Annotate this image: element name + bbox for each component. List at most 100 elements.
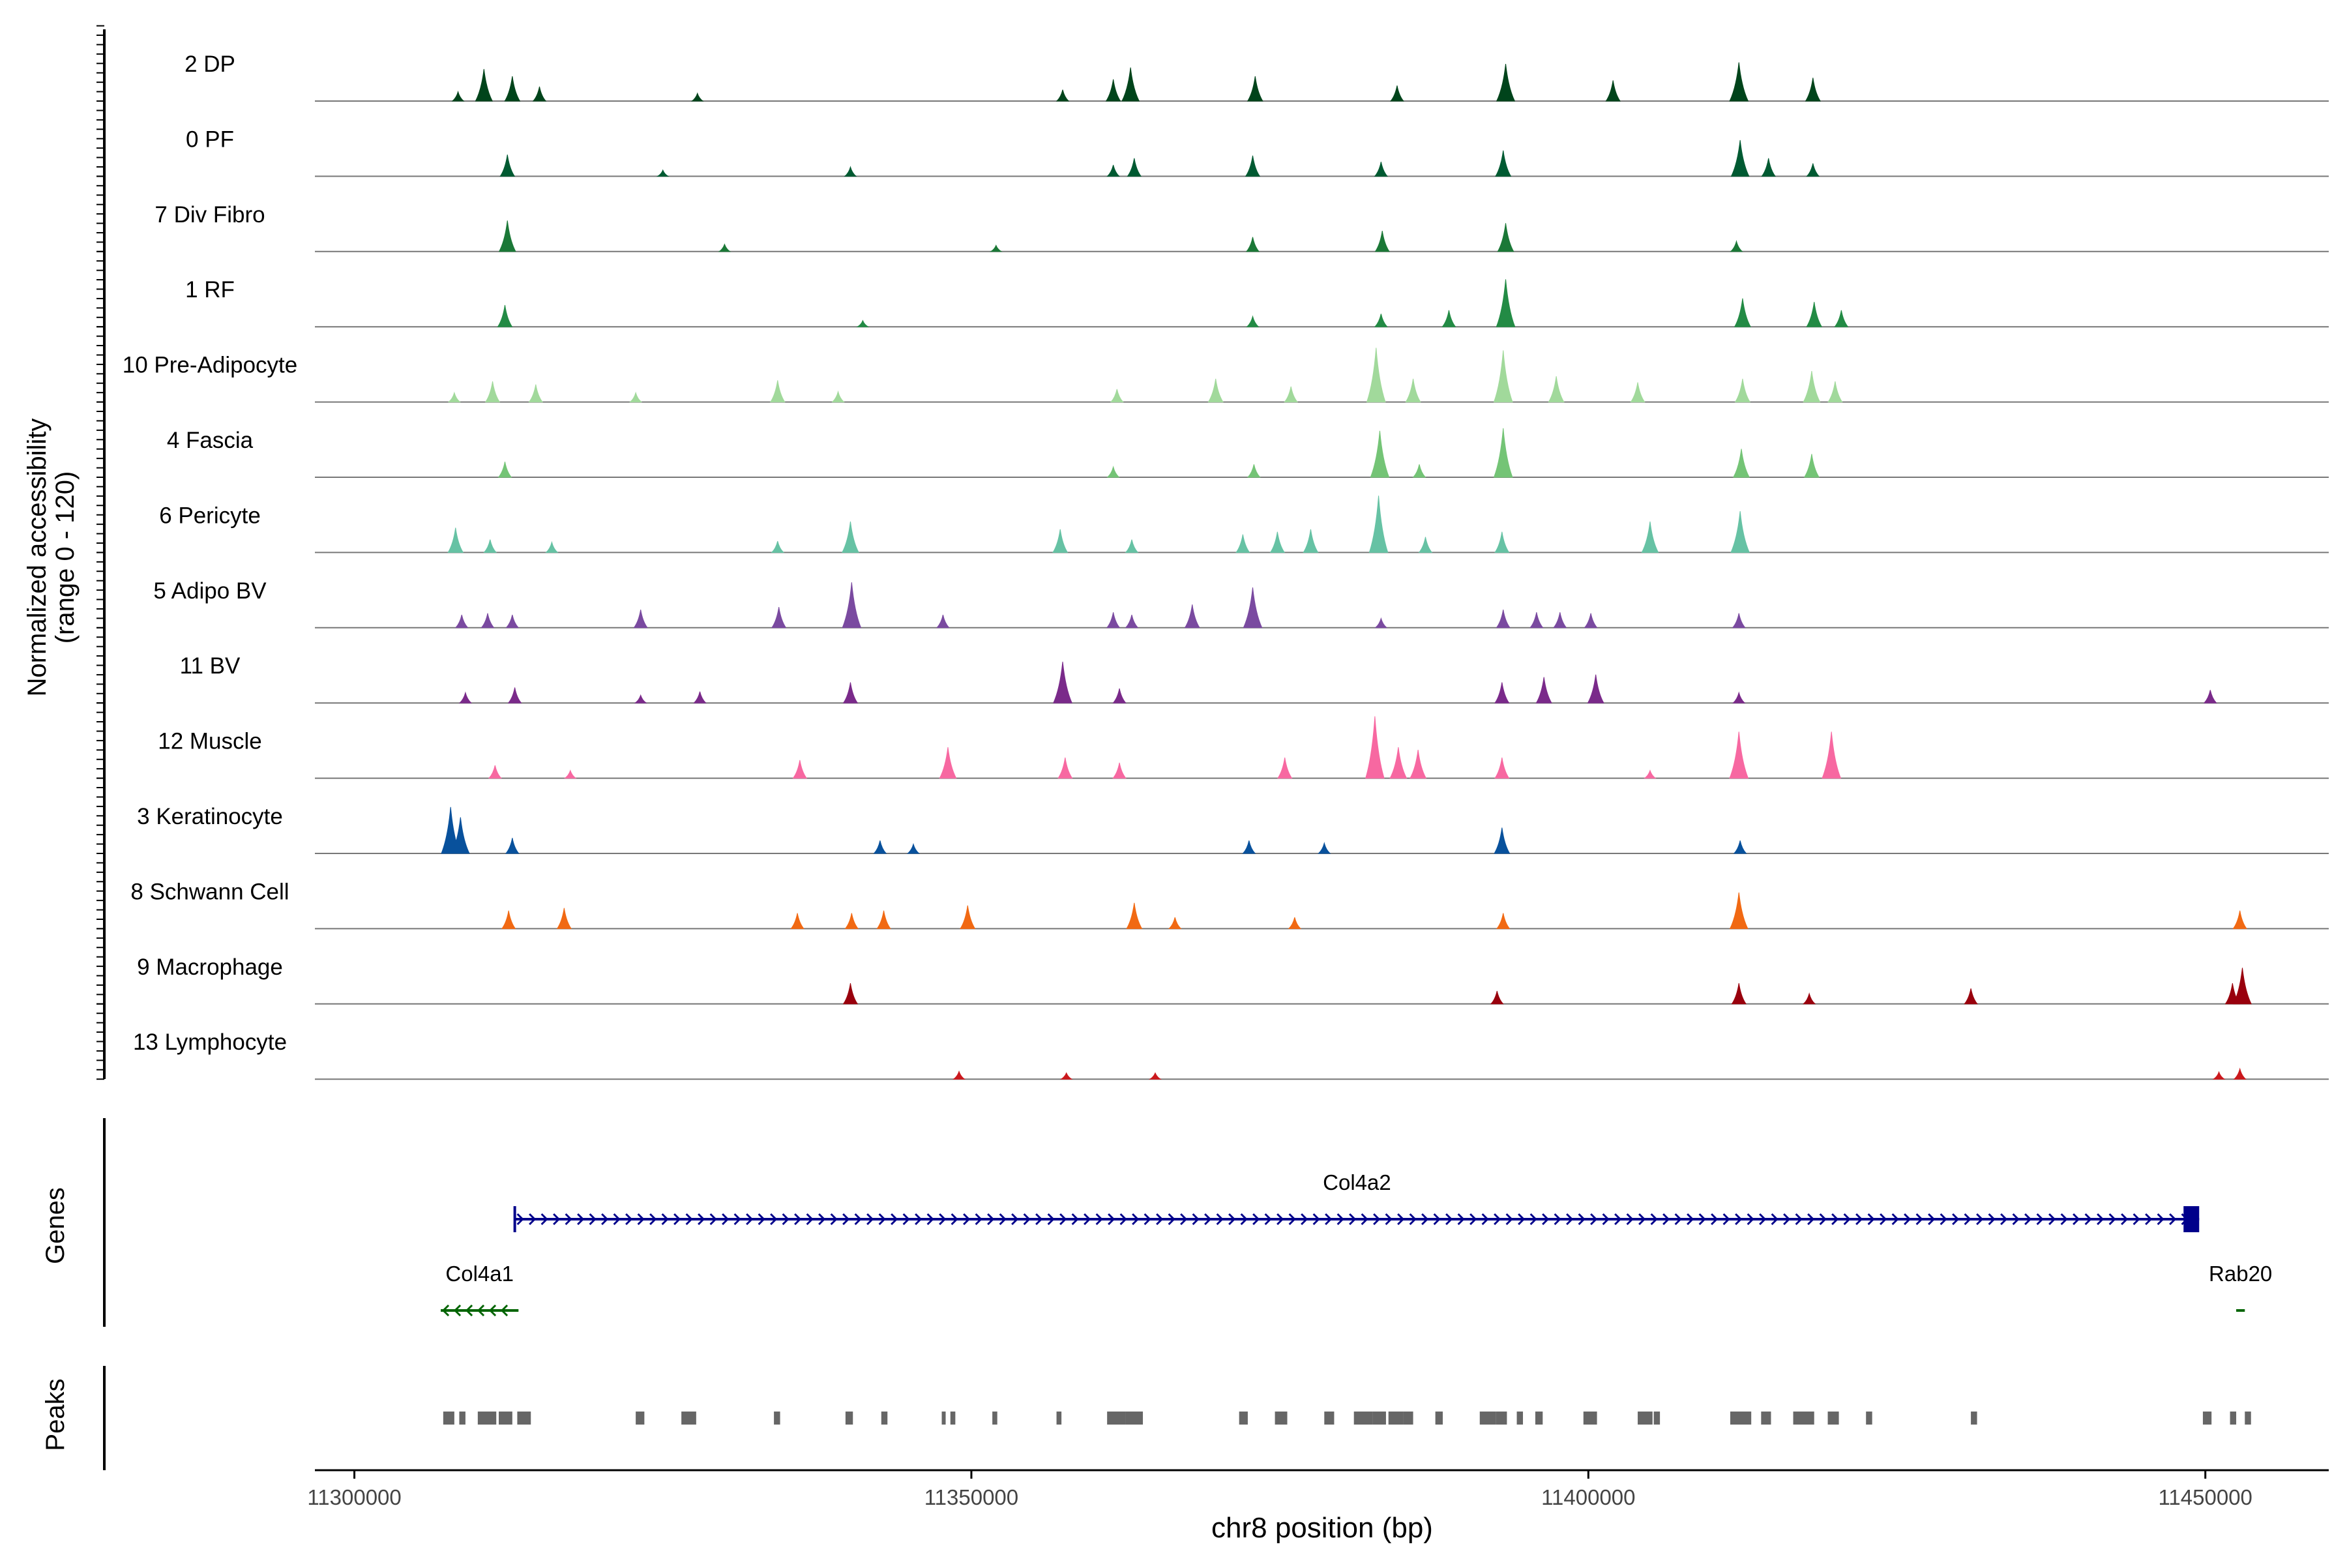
strand-arrow bbox=[975, 1213, 982, 1226]
strand-arrow bbox=[1288, 1213, 1296, 1226]
coverage-peak bbox=[488, 765, 502, 779]
coverage-peak bbox=[1405, 378, 1421, 403]
track-label: 2 DP bbox=[185, 52, 235, 77]
strand-arrow bbox=[1698, 1213, 1706, 1226]
coverage-peak bbox=[842, 682, 859, 703]
track-label: 5 Adipo BV bbox=[153, 578, 267, 604]
strand-arrow bbox=[1988, 1213, 1996, 1226]
coverage-peak bbox=[532, 86, 547, 102]
coverage-peak bbox=[451, 90, 465, 102]
peak-region bbox=[443, 1412, 454, 1425]
coverage-peak bbox=[1496, 279, 1516, 327]
strand-arrow bbox=[1880, 1213, 1887, 1226]
peak-region bbox=[1535, 1412, 1543, 1425]
strand-arrow bbox=[2145, 1213, 2153, 1226]
peak-region bbox=[681, 1412, 696, 1425]
peak-region bbox=[1761, 1412, 1771, 1425]
track-label: 9 Macrophage bbox=[137, 954, 283, 980]
strand-arrow bbox=[794, 1213, 802, 1226]
track-9-macrophage: 9 Macrophage bbox=[137, 954, 2329, 1005]
coverage-peak bbox=[1730, 140, 1750, 177]
strand-arrow bbox=[500, 1304, 509, 1317]
coverage-peak bbox=[454, 614, 469, 629]
strand-arrow bbox=[1457, 1213, 1465, 1226]
coverage-peak bbox=[1318, 842, 1331, 854]
strand-arrow bbox=[951, 1213, 958, 1226]
peak-region bbox=[1324, 1412, 1335, 1425]
genes-panel-label: Genes bbox=[41, 1187, 70, 1264]
strand-arrow bbox=[1735, 1213, 1743, 1226]
coverage-peak bbox=[1496, 63, 1516, 102]
strand-arrow bbox=[854, 1213, 862, 1226]
coverage-peak bbox=[831, 390, 845, 403]
coverage-peak bbox=[1822, 732, 1842, 779]
strand-arrow bbox=[722, 1213, 730, 1226]
peak-region bbox=[950, 1412, 956, 1425]
coverage-peak bbox=[450, 817, 470, 854]
strand-arrow bbox=[2060, 1213, 2068, 1226]
track-12-muscle: 12 Muscle bbox=[158, 716, 2329, 779]
coverage-peak bbox=[1125, 539, 1139, 553]
coverage-peak bbox=[690, 92, 704, 102]
coverage-peak bbox=[545, 540, 559, 553]
coverage-peak bbox=[497, 462, 512, 478]
coverage-peak bbox=[1548, 376, 1565, 403]
strand-arrow bbox=[1084, 1213, 1091, 1226]
peak-region bbox=[1866, 1412, 1872, 1425]
strand-arrow bbox=[1385, 1213, 1393, 1226]
strand-arrow bbox=[1915, 1213, 1923, 1226]
strand-arrow bbox=[1518, 1213, 1526, 1226]
coverage-peak bbox=[1059, 1072, 1073, 1080]
coverage-peak bbox=[2233, 968, 2252, 1005]
coverage-peak bbox=[2233, 1067, 2247, 1080]
strand-arrow bbox=[926, 1213, 934, 1226]
coverage-peak bbox=[771, 607, 787, 629]
strand-arrow bbox=[1119, 1213, 1127, 1226]
strand-arrow bbox=[1047, 1213, 1055, 1226]
coverage-peak bbox=[475, 68, 494, 102]
coverage-peak bbox=[1269, 531, 1286, 553]
coverage-peak bbox=[1207, 378, 1224, 403]
strand-arrow bbox=[818, 1213, 826, 1226]
coverage-peak bbox=[873, 840, 887, 854]
strand-arrow bbox=[1132, 1213, 1140, 1226]
strand-arrow bbox=[1578, 1213, 1586, 1226]
gene-label: Col4a2 bbox=[1323, 1170, 1391, 1194]
peaks-panel-label: Peaks bbox=[41, 1378, 70, 1451]
strand-arrow bbox=[1349, 1213, 1357, 1226]
strand-arrow bbox=[488, 1304, 497, 1317]
peak-region bbox=[2230, 1412, 2237, 1425]
track-8-schwann-cell: 8 Schwann Cell bbox=[130, 879, 2329, 930]
track-4-fascia: 4 Fascia bbox=[167, 428, 2329, 478]
strand-arrow bbox=[806, 1213, 814, 1226]
coverage-peak bbox=[1235, 534, 1250, 553]
coverage-peak bbox=[718, 243, 731, 252]
coverage-peak bbox=[1490, 990, 1504, 1005]
coverage-peak bbox=[1734, 298, 1752, 327]
peak-region bbox=[1496, 1412, 1507, 1425]
coverage-peak bbox=[1247, 76, 1263, 102]
coverage-peak bbox=[1127, 158, 1142, 177]
coverage-peak bbox=[1496, 913, 1511, 929]
strand-arrow bbox=[770, 1213, 778, 1226]
track-5-adipo-bv: 5 Adipo BV bbox=[153, 578, 2329, 629]
track-10-pre-adipocyte: 10 Pre-Adipocyte bbox=[123, 348, 2329, 403]
strand-arrow bbox=[709, 1213, 717, 1226]
strand-arrow bbox=[1867, 1213, 1875, 1226]
track-1-rf: 1 RF bbox=[185, 277, 2329, 328]
strand-arrow bbox=[987, 1213, 995, 1226]
track-label: 13 Lymphocyte bbox=[133, 1029, 287, 1055]
coverage-peak bbox=[1112, 688, 1127, 703]
strand-arrow bbox=[939, 1213, 947, 1226]
strand-arrow bbox=[1650, 1213, 1658, 1226]
track-label: 4 Fascia bbox=[167, 428, 254, 453]
coverage-peak bbox=[1243, 587, 1263, 629]
coverage-peak bbox=[504, 76, 521, 102]
strand-arrow bbox=[1505, 1213, 1513, 1226]
strand-arrow bbox=[1529, 1213, 1537, 1226]
strand-arrow bbox=[565, 1213, 572, 1226]
strand-arrow bbox=[1059, 1213, 1067, 1226]
coverage-peak bbox=[1643, 769, 1657, 779]
coverage-peak bbox=[989, 244, 1003, 252]
